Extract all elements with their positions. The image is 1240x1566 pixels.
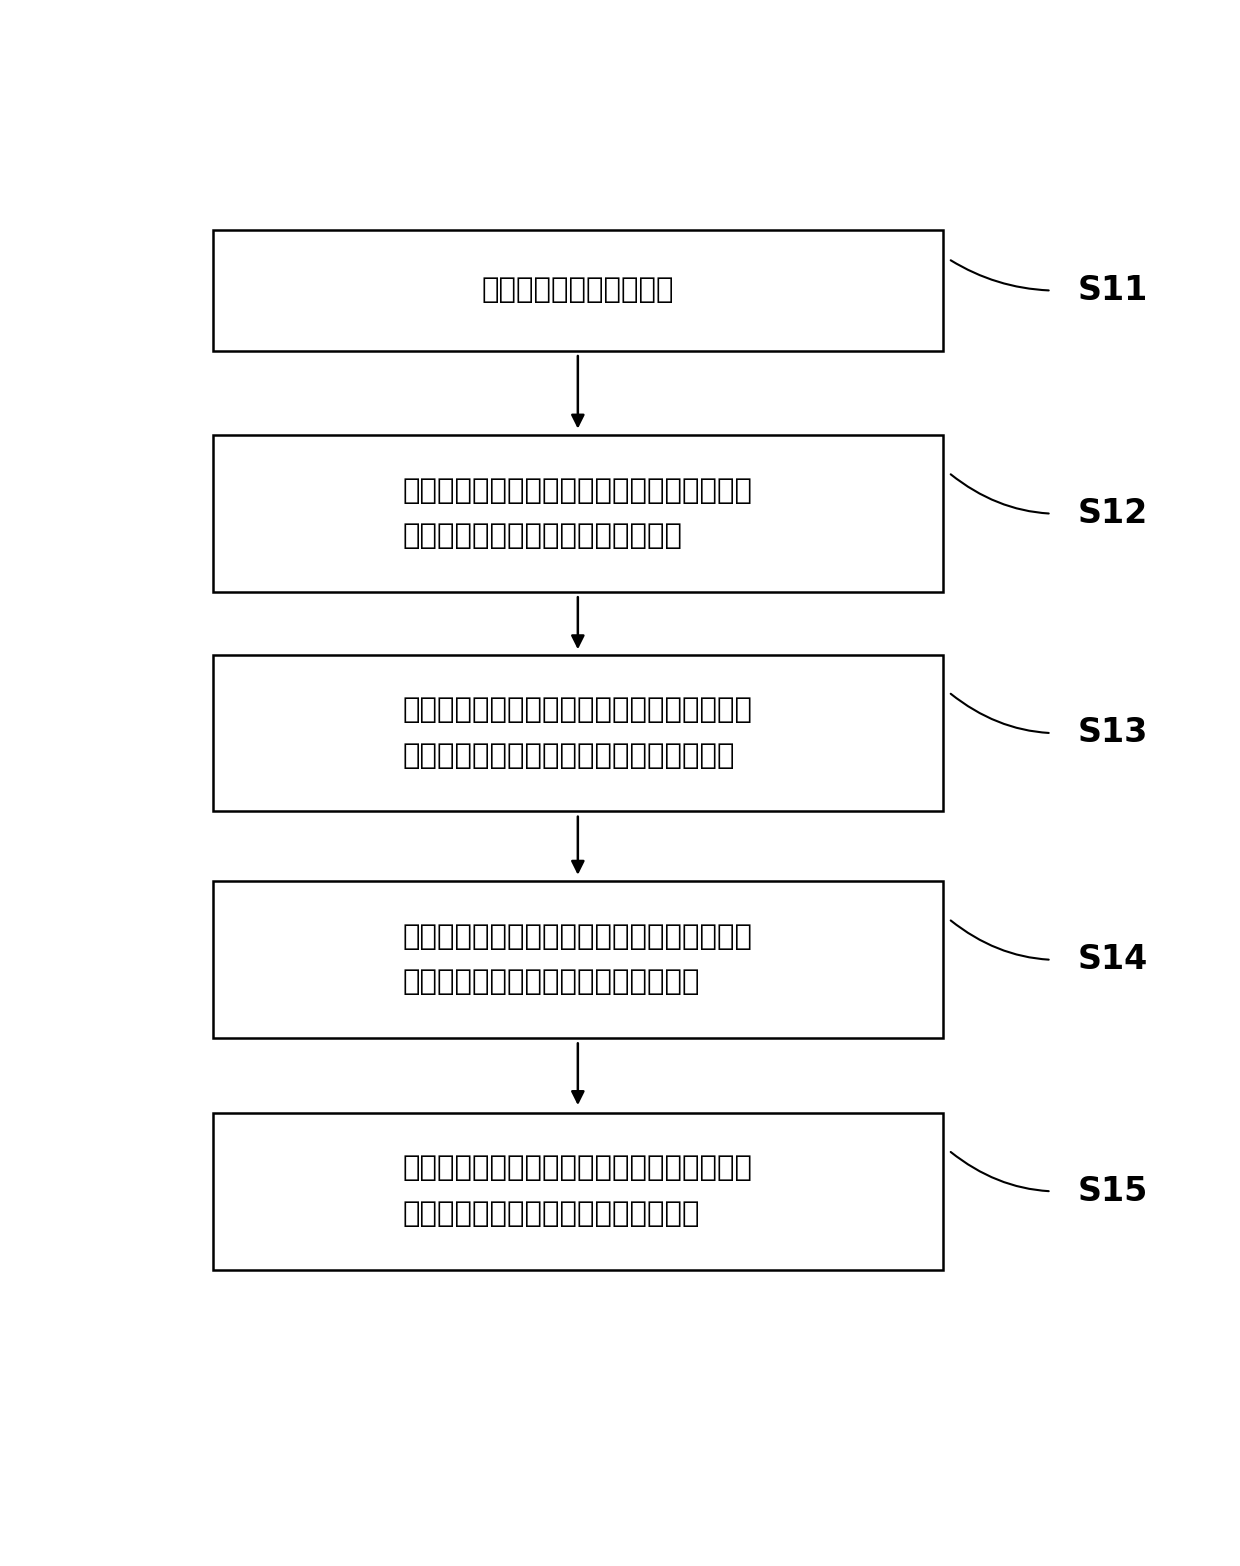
Text: 当相互拼接的显示屏发生相对偏离时，计算每
一显示屏相对所述基准边界的偏离量。: 当相互拼接的显示屏发生相对偏离时，计算每 一显示屏相对所述基准边界的偏离量。 xyxy=(403,922,753,996)
Text: S11: S11 xyxy=(1078,274,1148,307)
FancyBboxPatch shape xyxy=(213,655,944,811)
Text: S13: S13 xyxy=(1078,717,1148,750)
Text: 根据所述基准边界和所述显示屏的边界，判断
对应显示屏的物理位置是否发生相对偏离。: 根据所述基准边界和所述显示屏的边界，判断 对应显示屏的物理位置是否发生相对偏离。 xyxy=(403,697,753,770)
FancyBboxPatch shape xyxy=(213,1113,944,1270)
Text: S14: S14 xyxy=(1078,943,1148,976)
Text: 选取基准边界，所述基准边界在所述行方向的
直线能够通过任一显示屏或其边界。: 选取基准边界，所述基准边界在所述行方向的 直线能够通过任一显示屏或其边界。 xyxy=(403,476,753,550)
Text: S15: S15 xyxy=(1078,1174,1148,1207)
Text: 当相互拼接的显示屏发生相对偏离时，计算每
一显示屏相对所述基准边界的偏离量。: 当相互拼接的显示屏发生相对偏离时，计算每 一显示屏相对所述基准边界的偏离量。 xyxy=(403,1154,753,1228)
FancyBboxPatch shape xyxy=(213,230,944,351)
FancyBboxPatch shape xyxy=(213,435,944,592)
Text: S12: S12 xyxy=(1078,496,1148,529)
Text: 获取每一显示屏的边界。: 获取每一显示屏的边界。 xyxy=(481,277,675,304)
FancyBboxPatch shape xyxy=(213,882,944,1038)
